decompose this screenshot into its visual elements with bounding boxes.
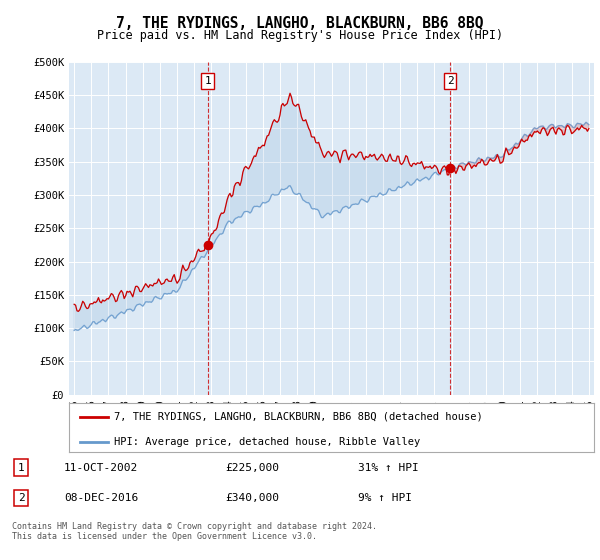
Text: 7, THE RYDINGS, LANGHO, BLACKBURN, BB6 8BQ (detached house): 7, THE RYDINGS, LANGHO, BLACKBURN, BB6 8… — [113, 412, 482, 422]
Text: 2: 2 — [18, 493, 25, 503]
Text: Price paid vs. HM Land Registry's House Price Index (HPI): Price paid vs. HM Land Registry's House … — [97, 29, 503, 42]
Text: HPI: Average price, detached house, Ribble Valley: HPI: Average price, detached house, Ribb… — [113, 437, 420, 447]
Text: 1: 1 — [204, 76, 211, 86]
Text: 08-DEC-2016: 08-DEC-2016 — [64, 493, 138, 503]
Text: 7, THE RYDINGS, LANGHO, BLACKBURN, BB6 8BQ: 7, THE RYDINGS, LANGHO, BLACKBURN, BB6 8… — [116, 16, 484, 31]
Text: 9% ↑ HPI: 9% ↑ HPI — [358, 493, 412, 503]
Text: 11-OCT-2002: 11-OCT-2002 — [64, 463, 138, 473]
Text: Contains HM Land Registry data © Crown copyright and database right 2024.
This d: Contains HM Land Registry data © Crown c… — [12, 522, 377, 542]
Text: £340,000: £340,000 — [225, 493, 279, 503]
Text: 1: 1 — [18, 463, 25, 473]
Text: 2: 2 — [447, 76, 454, 86]
Text: £225,000: £225,000 — [225, 463, 279, 473]
Text: 31% ↑ HPI: 31% ↑ HPI — [358, 463, 418, 473]
